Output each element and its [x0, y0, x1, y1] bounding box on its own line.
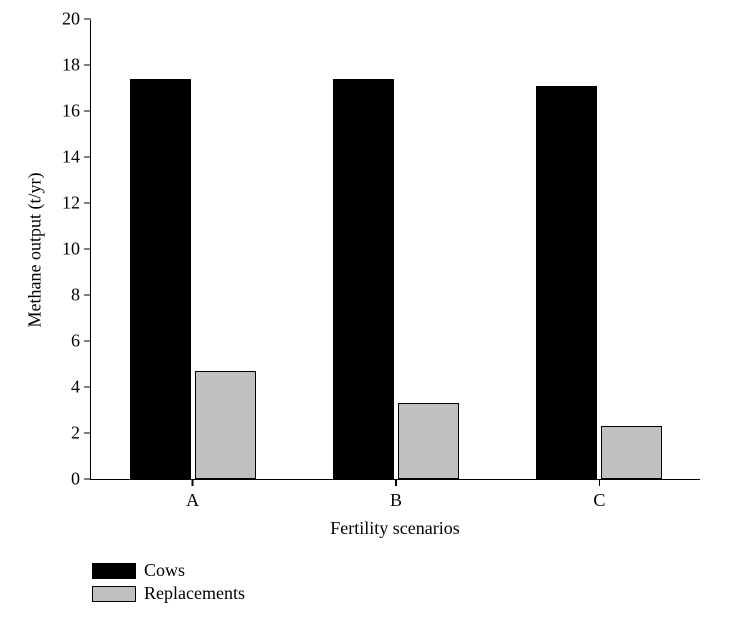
y-tick-mark	[84, 294, 91, 296]
y-tick: 16	[56, 101, 91, 122]
y-tick-label: 14	[56, 147, 80, 168]
x-tick: C	[593, 479, 605, 511]
y-tick: 14	[56, 147, 91, 168]
y-tick-mark	[84, 64, 91, 66]
bar	[130, 79, 191, 479]
legend-swatch	[92, 586, 136, 602]
y-tick: 10	[56, 239, 91, 260]
methane-chart: 02468101214161820ABC Methane output (t/y…	[0, 0, 738, 630]
legend-label: Cows	[144, 560, 185, 581]
legend-item: Cows	[92, 560, 245, 581]
bar	[333, 79, 394, 479]
y-tick: 4	[56, 377, 91, 398]
y-tick-label: 16	[56, 101, 80, 122]
legend-label: Replacements	[144, 583, 245, 604]
bar	[601, 426, 662, 479]
y-tick-label: 18	[56, 55, 80, 76]
bar	[398, 403, 459, 479]
x-tick-mark	[192, 479, 194, 486]
legend-item: Replacements	[92, 583, 245, 604]
y-tick: 12	[56, 193, 91, 214]
bar	[195, 371, 256, 479]
y-tick: 6	[56, 331, 91, 352]
x-tick: B	[390, 479, 402, 511]
plot-area: 02468101214161820ABC	[90, 20, 700, 480]
y-tick: 2	[56, 423, 91, 444]
y-tick-mark	[84, 248, 91, 250]
legend-swatch	[92, 563, 136, 579]
x-axis-label: Fertility scenarios	[330, 518, 459, 539]
y-tick-mark	[84, 432, 91, 434]
y-tick-label: 4	[56, 377, 80, 398]
x-tick: A	[186, 479, 199, 511]
y-tick-label: 0	[56, 469, 80, 490]
y-tick-mark	[84, 18, 91, 20]
y-tick: 20	[56, 9, 91, 30]
x-tick-mark	[395, 479, 397, 486]
y-tick: 0	[56, 469, 91, 490]
y-tick: 18	[56, 55, 91, 76]
legend: CowsReplacements	[92, 560, 245, 606]
y-tick-label: 2	[56, 423, 80, 444]
bar	[536, 86, 597, 479]
y-tick-mark	[84, 156, 91, 158]
y-tick-label: 12	[56, 193, 80, 214]
x-tick-label: B	[390, 490, 402, 511]
x-tick-mark	[599, 479, 601, 486]
y-tick-mark	[84, 202, 91, 204]
x-tick-label: C	[593, 490, 605, 511]
y-tick-mark	[84, 386, 91, 388]
y-tick-label: 8	[56, 285, 80, 306]
x-tick-label: A	[186, 490, 199, 511]
y-tick: 8	[56, 285, 91, 306]
y-tick-mark	[84, 478, 91, 480]
y-tick-label: 6	[56, 331, 80, 352]
y-axis-label: Methane output (t/yr)	[25, 173, 46, 328]
y-tick-mark	[84, 340, 91, 342]
y-tick-label: 10	[56, 239, 80, 260]
y-tick-label: 20	[56, 9, 80, 30]
y-tick-mark	[84, 110, 91, 112]
